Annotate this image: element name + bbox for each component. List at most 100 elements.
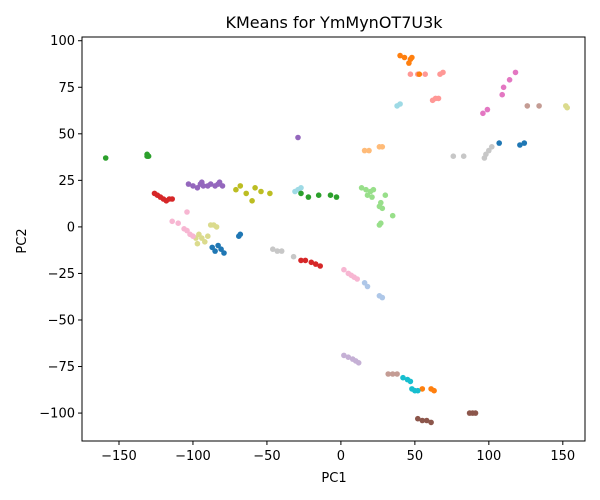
- y-tick-label: −50: [48, 313, 75, 328]
- cluster-series-19: [415, 410, 479, 426]
- data-point: [409, 54, 415, 61]
- data-point: [419, 417, 426, 424]
- data-point: [267, 190, 273, 197]
- data-point: [363, 186, 369, 193]
- data-point: [102, 155, 109, 161]
- data-point: [400, 374, 406, 381]
- data-point: [499, 91, 506, 98]
- data-point: [327, 192, 334, 198]
- y-axis-label: PC2: [15, 228, 30, 253]
- data-point: [506, 77, 513, 83]
- data-point: [252, 185, 258, 191]
- data-point: [397, 101, 403, 107]
- data-point: [364, 283, 371, 290]
- data-point: [489, 144, 495, 150]
- data-point: [298, 190, 304, 197]
- cluster-series-10: [385, 103, 542, 377]
- x-tick-label: 150: [550, 449, 575, 464]
- data-point: [524, 103, 531, 109]
- x-tick-label: 100: [476, 449, 501, 464]
- data-point: [308, 259, 315, 266]
- x-tick-label: 0: [337, 449, 345, 464]
- data-point: [379, 294, 386, 301]
- cluster-series-12: [233, 183, 273, 204]
- data-point: [169, 218, 175, 225]
- data-point: [512, 69, 519, 76]
- data-point: [144, 151, 150, 158]
- data-point: [207, 181, 214, 187]
- data-point: [517, 142, 523, 148]
- data-point: [270, 246, 276, 252]
- data-point: [219, 183, 226, 189]
- data-point: [416, 71, 423, 77]
- data-point: [312, 261, 319, 267]
- data-point: [221, 250, 227, 256]
- y-tick-label: 0: [67, 220, 75, 235]
- cluster-series-13: [298, 190, 340, 200]
- data-point: [415, 387, 421, 394]
- y-tick-label: 100: [50, 34, 75, 49]
- data-point: [190, 233, 196, 239]
- data-point: [366, 147, 372, 154]
- data-point: [205, 233, 211, 239]
- data-point: [196, 231, 202, 238]
- y-tick-label: −25: [48, 267, 75, 282]
- plot-frame: [81, 36, 586, 442]
- x-tick-label: −100: [175, 449, 211, 464]
- data-point: [199, 235, 205, 241]
- data-point: [407, 71, 414, 77]
- data-point: [480, 110, 486, 117]
- data-point: [194, 185, 201, 191]
- data-point: [194, 240, 201, 247]
- x-axis-label: PC1: [321, 471, 346, 486]
- data-point: [315, 192, 322, 198]
- x-tick-label: −50: [253, 449, 280, 464]
- data-point: [243, 190, 249, 197]
- data-point: [472, 410, 479, 416]
- data-point: [484, 106, 491, 113]
- data-point: [190, 183, 196, 189]
- data-point: [218, 246, 224, 252]
- y-tick-label: −75: [48, 360, 75, 375]
- data-point: [355, 360, 362, 366]
- data-point: [364, 192, 371, 198]
- y-tick-label: 25: [58, 174, 75, 189]
- cluster-series-1: [185, 134, 301, 191]
- data-point: [564, 104, 570, 111]
- data-point: [385, 371, 392, 377]
- x-tick-label: −150: [101, 449, 137, 464]
- data-point: [407, 378, 414, 385]
- data-point: [521, 140, 528, 146]
- data-point: [298, 257, 304, 264]
- data-point: [382, 192, 389, 198]
- data-point: [333, 194, 340, 200]
- data-point: [274, 248, 281, 254]
- points-layer: [102, 52, 570, 426]
- data-point: [401, 54, 408, 61]
- y-tick-label: −100: [39, 407, 75, 422]
- data-point: [379, 205, 386, 212]
- data-point: [389, 212, 396, 219]
- x-tick-label: 50: [407, 449, 424, 464]
- data-point: [305, 194, 312, 200]
- data-point: [378, 199, 384, 206]
- data-point: [486, 147, 492, 154]
- data-point: [298, 185, 304, 191]
- data-point: [370, 186, 377, 193]
- data-point: [435, 95, 442, 102]
- data-point: [213, 224, 220, 230]
- cluster-series-15: [169, 209, 361, 282]
- data-point: [184, 209, 190, 215]
- cluster-series-16: [361, 280, 386, 301]
- data-point: [450, 153, 457, 159]
- data-point: [341, 352, 347, 359]
- data-point: [258, 188, 264, 195]
- data-point: [440, 69, 446, 76]
- data-point: [369, 194, 375, 200]
- data-point: [185, 181, 192, 187]
- y-tick-label: 75: [58, 81, 75, 96]
- cluster-series-17: [341, 352, 362, 366]
- data-point: [302, 257, 309, 264]
